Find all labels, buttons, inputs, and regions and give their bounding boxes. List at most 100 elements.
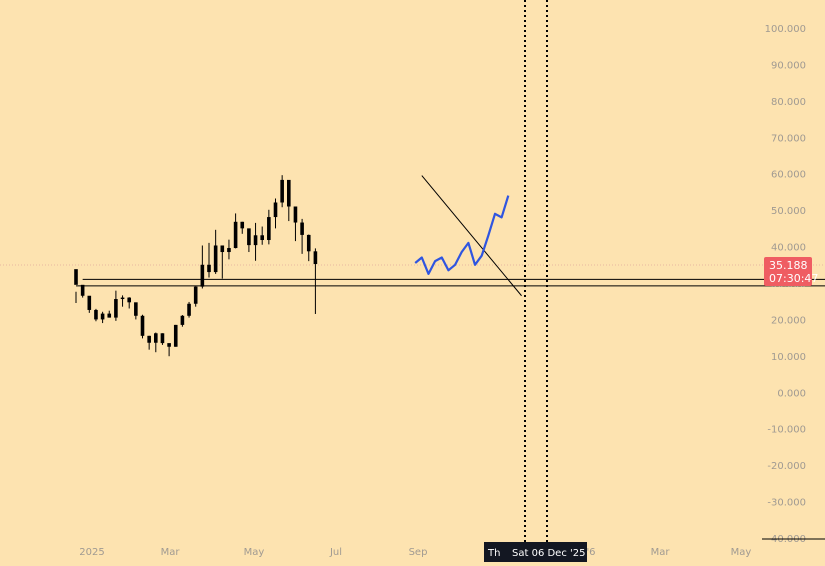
candle-body: [313, 251, 318, 265]
y-tick: 40.000: [771, 243, 806, 254]
candle-body: [127, 297, 131, 303]
candle: [213, 229, 218, 274]
cursor-partial-label: Th: [487, 548, 500, 559]
y-tick-label: 20.000: [771, 315, 806, 326]
x-tick: '6: [586, 547, 595, 558]
candle: [287, 179, 291, 222]
candle-body: [140, 315, 145, 336]
x-tick: 2025: [79, 547, 104, 558]
x-tick: Sep: [409, 547, 428, 558]
cursor-date-label: Sat 06 Dec '25: [512, 548, 585, 559]
y-tick-label: -30.000: [767, 498, 806, 509]
candle: [180, 315, 185, 327]
x-tick: Mar: [161, 547, 181, 558]
candle-body: [80, 284, 85, 296]
y-tick: 50.000: [771, 206, 806, 217]
y-tick: -10.000: [767, 425, 806, 436]
candle-body: [173, 324, 178, 347]
y-tick: 90.000: [771, 60, 806, 71]
candle: [187, 301, 191, 318]
x-tick: May: [731, 547, 752, 558]
candle-body: [280, 179, 284, 203]
cursor-date-badge: Th Sat 06 Dec '25: [484, 542, 587, 562]
x-tick-label: Sep: [409, 547, 428, 558]
candle-body: [213, 245, 218, 273]
candle-body: [160, 333, 165, 344]
candle: [207, 242, 211, 278]
candle: [134, 302, 138, 320]
price-badge-background: [764, 257, 812, 286]
y-tick-label: -10.000: [767, 425, 806, 436]
cursor-partial-badge-background: [484, 542, 506, 562]
y-tick: 0.000: [777, 388, 806, 399]
price-badge: 35.188 07:30:47: [764, 257, 818, 286]
candle: [147, 335, 151, 350]
candle-body: [300, 222, 304, 235]
candle: [94, 308, 98, 322]
trendline: [421, 175, 522, 297]
candle: [280, 175, 284, 208]
y-tick-label: 80.000: [771, 97, 806, 108]
x-tick-label: Mar: [161, 547, 181, 558]
x-axis: 2025 Mar May Jul Sep '6 Mar May: [79, 547, 751, 558]
candle: [313, 248, 318, 314]
y-tick: 10.000: [771, 352, 806, 363]
candle: [167, 343, 171, 357]
candle: [80, 284, 85, 298]
candle: [107, 310, 112, 318]
y-tick: 100.000: [765, 24, 806, 35]
candle-body: [147, 335, 151, 343]
y-tick: -20.000: [767, 461, 806, 472]
candle-body: [134, 302, 138, 316]
candle-body: [114, 299, 118, 318]
candle-body: [193, 286, 198, 304]
candle: [193, 286, 198, 307]
y-tick-label: 90.000: [771, 60, 806, 71]
candle-body: [187, 303, 191, 316]
candle: [247, 228, 251, 253]
candle-body: [240, 221, 245, 229]
candle-body: [207, 264, 211, 273]
candle: [273, 198, 278, 229]
y-tick: 20.000: [771, 315, 806, 326]
x-tick-label: Jul: [329, 547, 342, 558]
y-tick: 80.000: [771, 97, 806, 108]
candle: [120, 295, 125, 307]
candle-body: [267, 217, 271, 241]
candle-body: [227, 248, 231, 253]
x-tick-label: May: [731, 547, 752, 558]
candle: [253, 222, 258, 261]
candle-body: [260, 235, 264, 241]
y-tick-label: 60.000: [771, 170, 806, 181]
x-tick-label: 2025: [79, 547, 104, 558]
x-tick: May: [244, 547, 265, 558]
price-label: 35.188: [769, 259, 808, 272]
candle: [300, 218, 304, 254]
candle-body: [107, 313, 112, 318]
candle-body: [233, 221, 238, 249]
candle-body: [74, 269, 78, 285]
candle: [200, 245, 205, 289]
candle: [173, 324, 178, 347]
candle-body: [94, 309, 98, 320]
y-tick-label: 70.000: [771, 133, 806, 144]
projection-path: [414, 195, 510, 275]
y-tick-label: 100.000: [765, 24, 806, 35]
candle: [233, 213, 238, 249]
candle: [293, 206, 298, 242]
candle: [127, 297, 131, 309]
candle: [306, 234, 311, 262]
candle: [160, 333, 165, 345]
candlestick-series: [74, 175, 318, 357]
candle-body: [293, 206, 298, 223]
candle-body: [200, 264, 205, 287]
y-tick: -30.000: [767, 498, 806, 509]
y-tick-label: -20.000: [767, 461, 806, 472]
candle-body: [120, 297, 125, 300]
candle-body: [287, 179, 291, 207]
candle: [154, 332, 158, 353]
candle-body: [306, 234, 311, 252]
candle: [87, 295, 92, 313]
